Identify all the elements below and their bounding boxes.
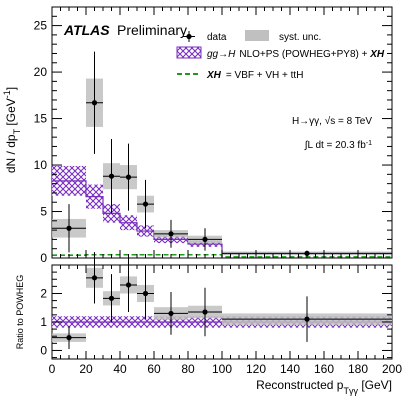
x-axis-title: Reconstructed pTγγ [GeV]: [256, 378, 392, 396]
ratio-xtick-label-60: 60: [147, 362, 161, 376]
legend-theory: gg→H NLO+PS (POWHEG+PY8) + XH: [176, 46, 385, 60]
ratio-point-2: [108, 295, 115, 301]
lumi-label: ∫L dt = 20.3 fb-1: [304, 140, 372, 152]
ratio-point-7: [304, 316, 310, 322]
ratio-xtick-label-0: 0: [49, 362, 56, 376]
ratio-xtick-label-160: 160: [314, 362, 334, 376]
data-point-2: [108, 173, 115, 179]
main-ylabel: dN / dpT [GeV-1]: [2, 87, 22, 173]
ratio-xtick-label-200: 200: [382, 362, 402, 376]
data-point-7: [304, 250, 310, 256]
ratio-point-6: [202, 309, 208, 315]
main-ytick-label-15: 15: [34, 112, 48, 126]
ratio-ylabel: Ratio to POWHEG: [15, 275, 25, 350]
data-point-6: [202, 236, 208, 243]
data-point-1: [91, 100, 98, 106]
main-plot-content: [52, 51, 392, 258]
legend-data-label: data: [207, 32, 227, 43]
ratio-point-5: [168, 310, 174, 317]
ratio-ytick-label-1: 1: [40, 315, 47, 329]
ratio-xtick-label-120: 120: [246, 362, 266, 376]
ratio-xtick-label-100: 100: [212, 362, 232, 376]
ratio-xtick-label-20: 20: [79, 362, 93, 376]
legend-syst-label: syst. unc.: [279, 32, 321, 43]
ratio-xtick-label-140: 140: [280, 362, 300, 376]
main-ytick-label-0: 0: [40, 251, 47, 265]
legend-data: data: [183, 31, 227, 43]
legend-syst: syst. unc.: [245, 30, 321, 43]
data-point-3: [125, 174, 132, 180]
main-plot-axes: 0 5 10 15 20 25: [34, 6, 393, 265]
main-ytick-label-20: 20: [34, 65, 48, 79]
main-ytick-label-5: 5: [40, 205, 47, 219]
ratio-xtick-label-40: 40: [113, 362, 127, 376]
ratio-ytick-label-2: 2: [40, 286, 47, 300]
ratio-point-0: [66, 335, 72, 341]
energy-label: H→γγ, √s = 8 TeV: [292, 115, 372, 127]
data-point-0: [66, 225, 72, 231]
ratio-plot-content: [52, 252, 392, 350]
main-ytick-label-25: 25: [34, 19, 48, 33]
legend-data-marker: [186, 33, 192, 40]
ratio-point-3: [125, 282, 132, 288]
data-point-5: [168, 231, 174, 237]
legend-xh-label: XH = VBF + VH + ttH: [206, 70, 303, 81]
preliminary-label: Preliminary: [117, 22, 187, 38]
data-point-4: [142, 201, 149, 207]
ratio-xtick-label-80: 80: [181, 362, 195, 376]
main-ytick-label-10: 10: [34, 158, 48, 172]
legend-theory-swatch: [176, 46, 202, 59]
legend-theory-label: gg→H NLO+PS (POWHEG+PY8) + XH: [207, 49, 385, 60]
legend-xh: XH = VBF + VH + ttH: [177, 70, 303, 81]
ratio-xtick-label-180: 180: [348, 362, 368, 376]
ratio-point-4: [142, 290, 149, 297]
ratio-ytick-label-0: 0: [40, 343, 47, 357]
ratio-point-1: [91, 275, 98, 281]
legend-syst-swatch: [245, 30, 269, 41]
atlas-label: ATLAS: [63, 22, 110, 38]
